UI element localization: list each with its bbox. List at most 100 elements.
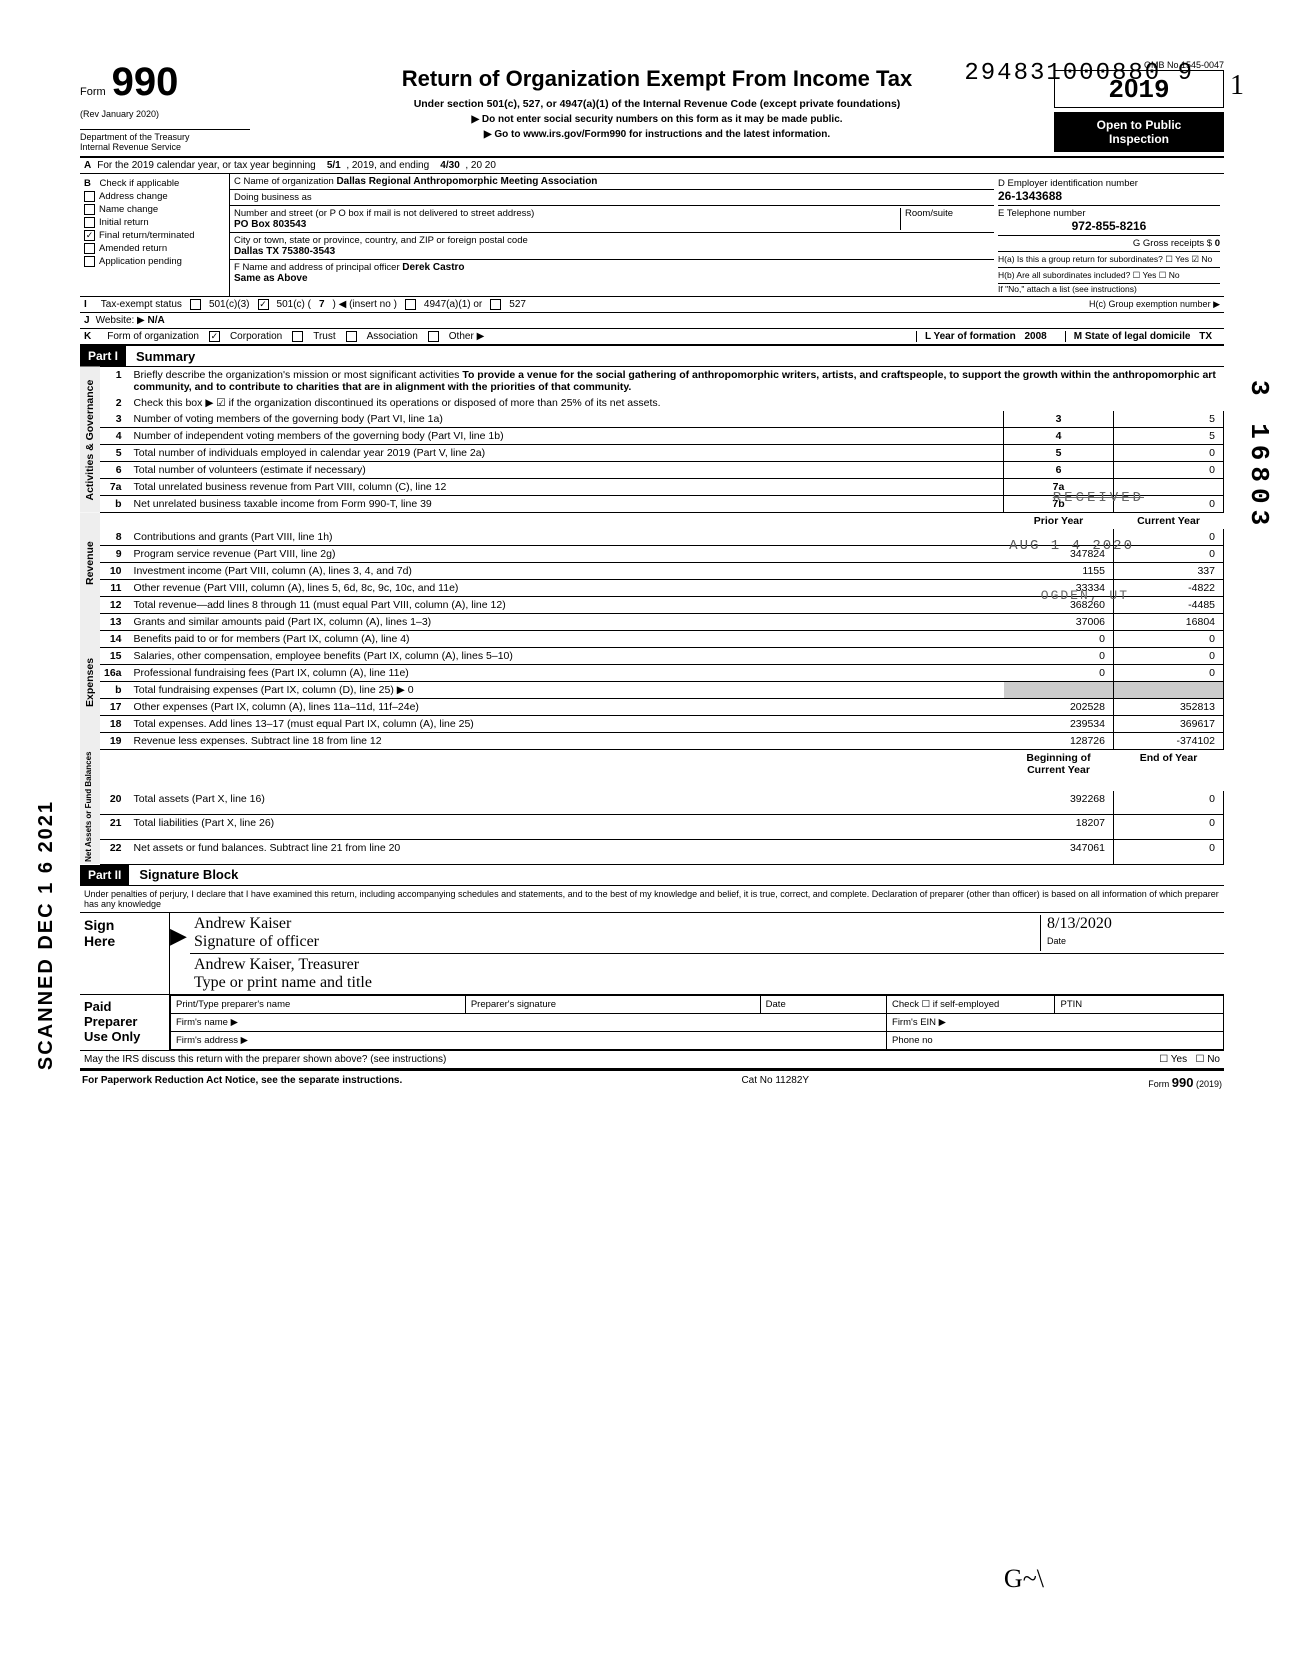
date-label: Date — [1047, 936, 1066, 946]
chk-address-change[interactable]: Address change — [84, 191, 225, 202]
row-9-num: 9 — [100, 546, 130, 563]
footer-catno: Cat No 11282Y — [741, 1075, 809, 1090]
row-17-prior: 202528 — [1004, 699, 1114, 716]
summary-table: Activities & Governance 1 Briefly descri… — [80, 367, 1224, 865]
chk-initial-return[interactable]: Initial return — [84, 217, 225, 228]
part-1-header: Part I Summary — [80, 346, 1224, 367]
row-10-current: 337 — [1114, 563, 1224, 580]
row-21-text: Total liabilities (Part X, line 26) — [130, 815, 1004, 840]
501c-num: 7 — [319, 299, 325, 310]
discuss-yes[interactable]: Yes — [1171, 1054, 1187, 1065]
row-19-num: 19 — [100, 733, 130, 750]
form-number: 990 — [112, 60, 179, 105]
chk-501c3[interactable] — [190, 299, 201, 310]
firm-ein-label: Firm's EIN ▶ — [887, 1013, 1224, 1031]
form-org-label: Form of organization — [107, 331, 199, 342]
domicile-value: TX — [1199, 331, 1212, 342]
website-value: N/A — [148, 315, 165, 326]
tax-year-begin: 5/1 — [327, 160, 341, 171]
addr-label: Number and street (or P O box if mail is… — [234, 208, 534, 219]
chk-final-return[interactable]: ✓Final return/terminated — [84, 230, 225, 241]
row-4-num: 4 — [100, 428, 130, 445]
row-15-text: Salaries, other compensation, employee b… — [130, 648, 1004, 665]
paid-label-3: Use Only — [84, 1029, 165, 1044]
ein-value: 26-1343688 — [998, 189, 1062, 203]
row-22-begin: 347061 — [1004, 840, 1114, 865]
row-16b-num: b — [100, 682, 130, 699]
chk-4947[interactable] — [405, 299, 416, 310]
row-12-num: 12 — [100, 597, 130, 614]
chk-trust[interactable] — [292, 331, 303, 342]
row-12-current: -4485 — [1114, 597, 1224, 614]
printed-name-label: Type or print name and title — [194, 974, 372, 991]
hb-no: No — [1169, 270, 1180, 280]
ha-label: H(a) Is this a group return for subordin… — [998, 254, 1163, 264]
tax-year-end: 4/30 — [440, 160, 459, 171]
chk-501c[interactable]: ✓ — [258, 299, 269, 310]
part-2-header: Part II Signature Block — [80, 865, 1224, 886]
prep-date-hdr: Date — [760, 995, 886, 1013]
phone-label: E Telephone number — [998, 208, 1086, 219]
firm-phone-label: Phone no — [887, 1031, 1224, 1049]
row-16b-current — [1114, 682, 1224, 699]
row-11-text: Other revenue (Part VIII, column (A), li… — [130, 580, 1004, 597]
phone-value: 972-855-8216 — [998, 219, 1220, 233]
row-17-text: Other expenses (Part IX, column (A), lin… — [130, 699, 1004, 716]
firm-addr-label: Firm's address ▶ — [171, 1031, 887, 1049]
row-3-box: 3 — [1004, 411, 1114, 428]
row-20-begin: 392268 — [1004, 791, 1114, 815]
row-8-num: 8 — [100, 529, 130, 546]
domicile-label: M State of legal domicile — [1074, 331, 1197, 342]
chk-corporation[interactable]: ✓ — [209, 331, 220, 342]
hdr-end: End of Year — [1114, 750, 1224, 791]
sign-label-1: Sign — [84, 917, 165, 933]
revision-line: (Rev January 2020) — [80, 109, 260, 119]
row-16a-prior: 0 — [1004, 665, 1114, 682]
chk-association[interactable] — [346, 331, 357, 342]
hb-label: H(b) Are all subordinates included? — [998, 270, 1130, 280]
line-a-mid: , 2019, and ending — [346, 160, 429, 171]
line-k: K Form of organization ✓Corporation Trus… — [80, 329, 1224, 346]
line-i: I Tax-exempt status 501(c)(3) ✓501(c) ( … — [80, 297, 1224, 313]
hdr-current: Current Year — [1114, 513, 1224, 530]
chk-amended[interactable]: Amended return — [84, 243, 225, 254]
org-name: Dallas Regional Anthropomorphic Meeting … — [336, 176, 597, 187]
side-activities: Activities & Governance — [80, 367, 100, 513]
line-a-yr: , 20 20 — [465, 160, 496, 171]
row-15-prior: 0 — [1004, 648, 1114, 665]
chk-label-5: Application pending — [99, 256, 182, 267]
row-18-num: 18 — [100, 716, 130, 733]
row-14-current: 0 — [1114, 631, 1224, 648]
opt-assoc: Association — [367, 331, 418, 342]
side-expenses: Expenses — [80, 614, 100, 750]
website-instruction: ▶ Go to www.irs.gov/Form990 for instruct… — [260, 129, 1054, 140]
row-21-end: 0 — [1114, 815, 1224, 840]
open-public-2: Inspection — [1056, 132, 1222, 146]
opt-527: 527 — [509, 299, 526, 310]
line-b-label: B — [84, 178, 97, 189]
ha-no: No — [1201, 254, 1212, 264]
discuss-no[interactable]: No — [1207, 1054, 1220, 1065]
chk-name-change[interactable]: Name change — [84, 204, 225, 215]
row-21-num: 21 — [100, 815, 130, 840]
signature-label: Signature of officer — [194, 933, 319, 950]
row-16a-num: 16a — [100, 665, 130, 682]
row-19-prior: 128726 — [1004, 733, 1114, 750]
opt-501c3: 501(c)(3) — [209, 299, 250, 310]
row-19-text: Revenue less expenses. Subtract line 18 … — [130, 733, 1004, 750]
row-7b-num: b — [100, 496, 130, 513]
row-7a-text: Total unrelated business revenue from Pa… — [130, 479, 1004, 496]
year-formation-label: L Year of formation — [925, 331, 1022, 342]
row-6-val: 0 — [1114, 462, 1224, 479]
chk-other[interactable] — [428, 331, 439, 342]
row-5-box: 5 — [1004, 445, 1114, 462]
officer-signature: Andrew Kaiser — [194, 915, 291, 932]
row-5-num: 5 — [100, 445, 130, 462]
row-10-num: 10 — [100, 563, 130, 580]
chk-527[interactable] — [490, 299, 501, 310]
row-13-prior: 37006 — [1004, 614, 1114, 631]
chk-application-pending[interactable]: Application pending — [84, 256, 225, 267]
officer-label: F Name and address of principal officer — [234, 262, 400, 273]
line-i-label: I — [84, 299, 93, 310]
row-22-end: 0 — [1114, 840, 1224, 865]
